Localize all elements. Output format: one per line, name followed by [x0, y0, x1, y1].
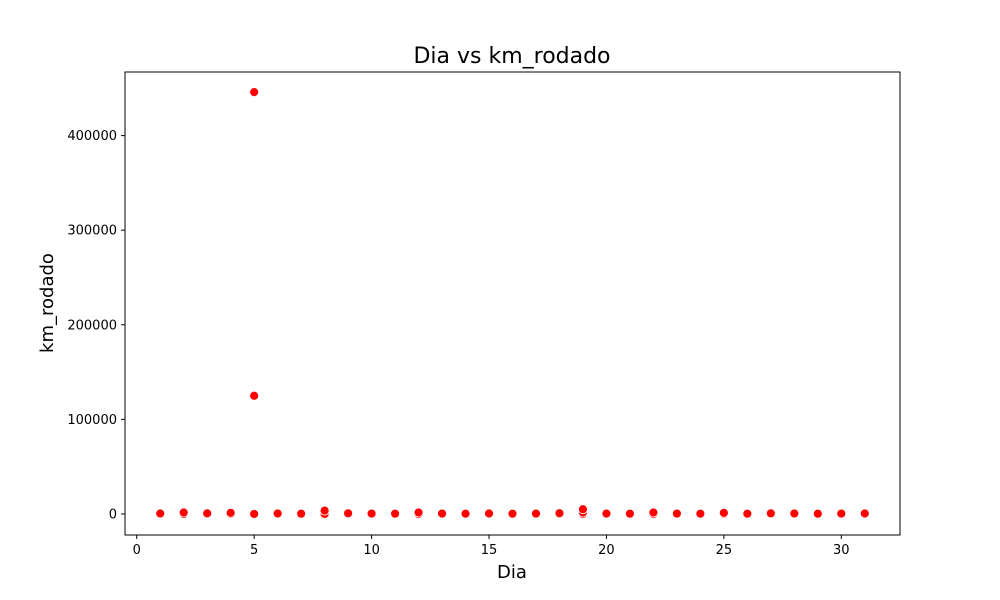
x-tick-label: 20	[598, 543, 615, 558]
data-point	[554, 508, 565, 519]
data-point	[390, 508, 400, 519]
data-point	[296, 508, 307, 519]
data-point	[695, 508, 706, 519]
data-point	[155, 508, 166, 519]
y-tick-label: 0	[109, 507, 117, 522]
data-point	[742, 508, 753, 519]
data-point	[413, 507, 424, 518]
y-tick-label: 100000	[67, 413, 117, 428]
data-point	[578, 504, 588, 515]
x-tick-label: 25	[716, 543, 733, 558]
data-point	[625, 508, 635, 519]
data-point	[249, 390, 260, 401]
data-point	[460, 508, 471, 519]
data-point	[249, 87, 260, 97]
x-tick-label: 0	[133, 543, 141, 558]
data-point	[601, 508, 612, 519]
data-point	[319, 505, 330, 516]
chart-title: Dia vs km_rodado	[413, 44, 610, 69]
data-point	[272, 508, 283, 519]
data-point	[648, 507, 659, 518]
data-point	[249, 509, 260, 519]
data-point	[202, 508, 213, 519]
data-point	[671, 508, 682, 519]
x-axis-ticks: 0 5 10 15 20 25 30	[133, 535, 850, 558]
data-point	[789, 508, 800, 519]
y-axis-title: km_rodado	[37, 253, 58, 353]
x-tick-label: 30	[833, 543, 850, 558]
data-point	[836, 508, 847, 519]
y-tick-label: 300000	[67, 224, 117, 239]
data-point	[437, 508, 447, 519]
points-layer	[155, 87, 870, 519]
data-point	[343, 508, 354, 519]
y-tick-label: 400000	[67, 129, 117, 144]
plot-area	[124, 71, 901, 536]
data-point	[718, 507, 729, 518]
data-point	[531, 508, 541, 519]
x-tick-label: 15	[481, 543, 498, 558]
data-point	[507, 508, 518, 519]
data-point	[178, 507, 189, 518]
data-point	[859, 508, 870, 519]
x-tick-label: 5	[250, 543, 258, 558]
data-point	[366, 508, 377, 519]
y-axis-ticks: 0 100000 200000 300000 400000	[67, 129, 125, 522]
data-point	[225, 507, 236, 518]
x-tick-label: 10	[363, 543, 380, 558]
data-point	[812, 508, 823, 519]
y-tick-label: 200000	[67, 318, 117, 333]
data-point	[484, 508, 494, 519]
data-point	[765, 508, 776, 519]
x-axis-title: Dia	[497, 562, 527, 583]
